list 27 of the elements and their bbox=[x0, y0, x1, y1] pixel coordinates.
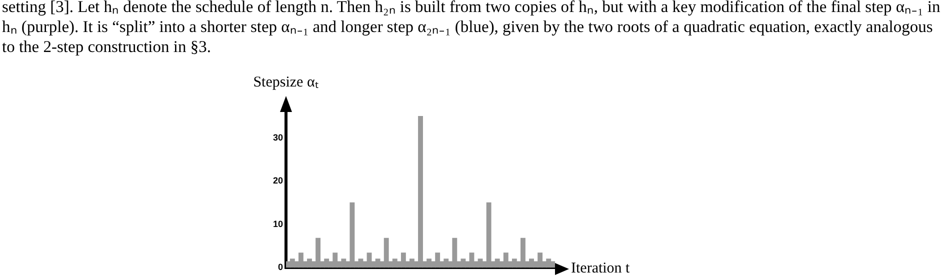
bar bbox=[444, 258, 449, 268]
y-tick-label: 0 bbox=[278, 262, 284, 272]
y-tick-label: 30 bbox=[272, 132, 284, 142]
bar bbox=[503, 252, 508, 268]
bar bbox=[529, 258, 534, 268]
bar bbox=[460, 258, 466, 268]
bar bbox=[307, 258, 312, 268]
x-axis-title: Iteration t bbox=[571, 260, 631, 277]
text: setting [3]. Let hₙ denote the schedule of length n. Then h₂ₙ is built from two copies of hₙ, but with a key modification of the final step αₙ₋₁ in hₙ (purple). It is “split” into a shorter step αₙ₋₁ and longer step α₂ₙ₋₁ (blue), given by the two roots of a quadratic equation, exactly analogous to the 2-step construction in §3. bbox=[2, 0, 942, 57]
bar bbox=[384, 238, 389, 268]
bar bbox=[426, 258, 432, 268]
bar bbox=[298, 252, 304, 268]
bar bbox=[546, 258, 552, 268]
bar bbox=[486, 202, 492, 268]
y-tick-label: 10 bbox=[272, 218, 284, 229]
bar bbox=[332, 252, 338, 268]
bar bbox=[435, 252, 440, 268]
bar bbox=[324, 258, 330, 268]
bar bbox=[418, 116, 423, 268]
bar bbox=[341, 258, 346, 268]
bar bbox=[452, 238, 458, 268]
bar bbox=[538, 252, 543, 268]
bar bbox=[350, 202, 355, 268]
y-tick-label: 20 bbox=[272, 176, 284, 186]
bar bbox=[400, 252, 406, 268]
y-axis-title: Stepsize αₜ bbox=[253, 74, 319, 90]
bar bbox=[316, 238, 320, 268]
